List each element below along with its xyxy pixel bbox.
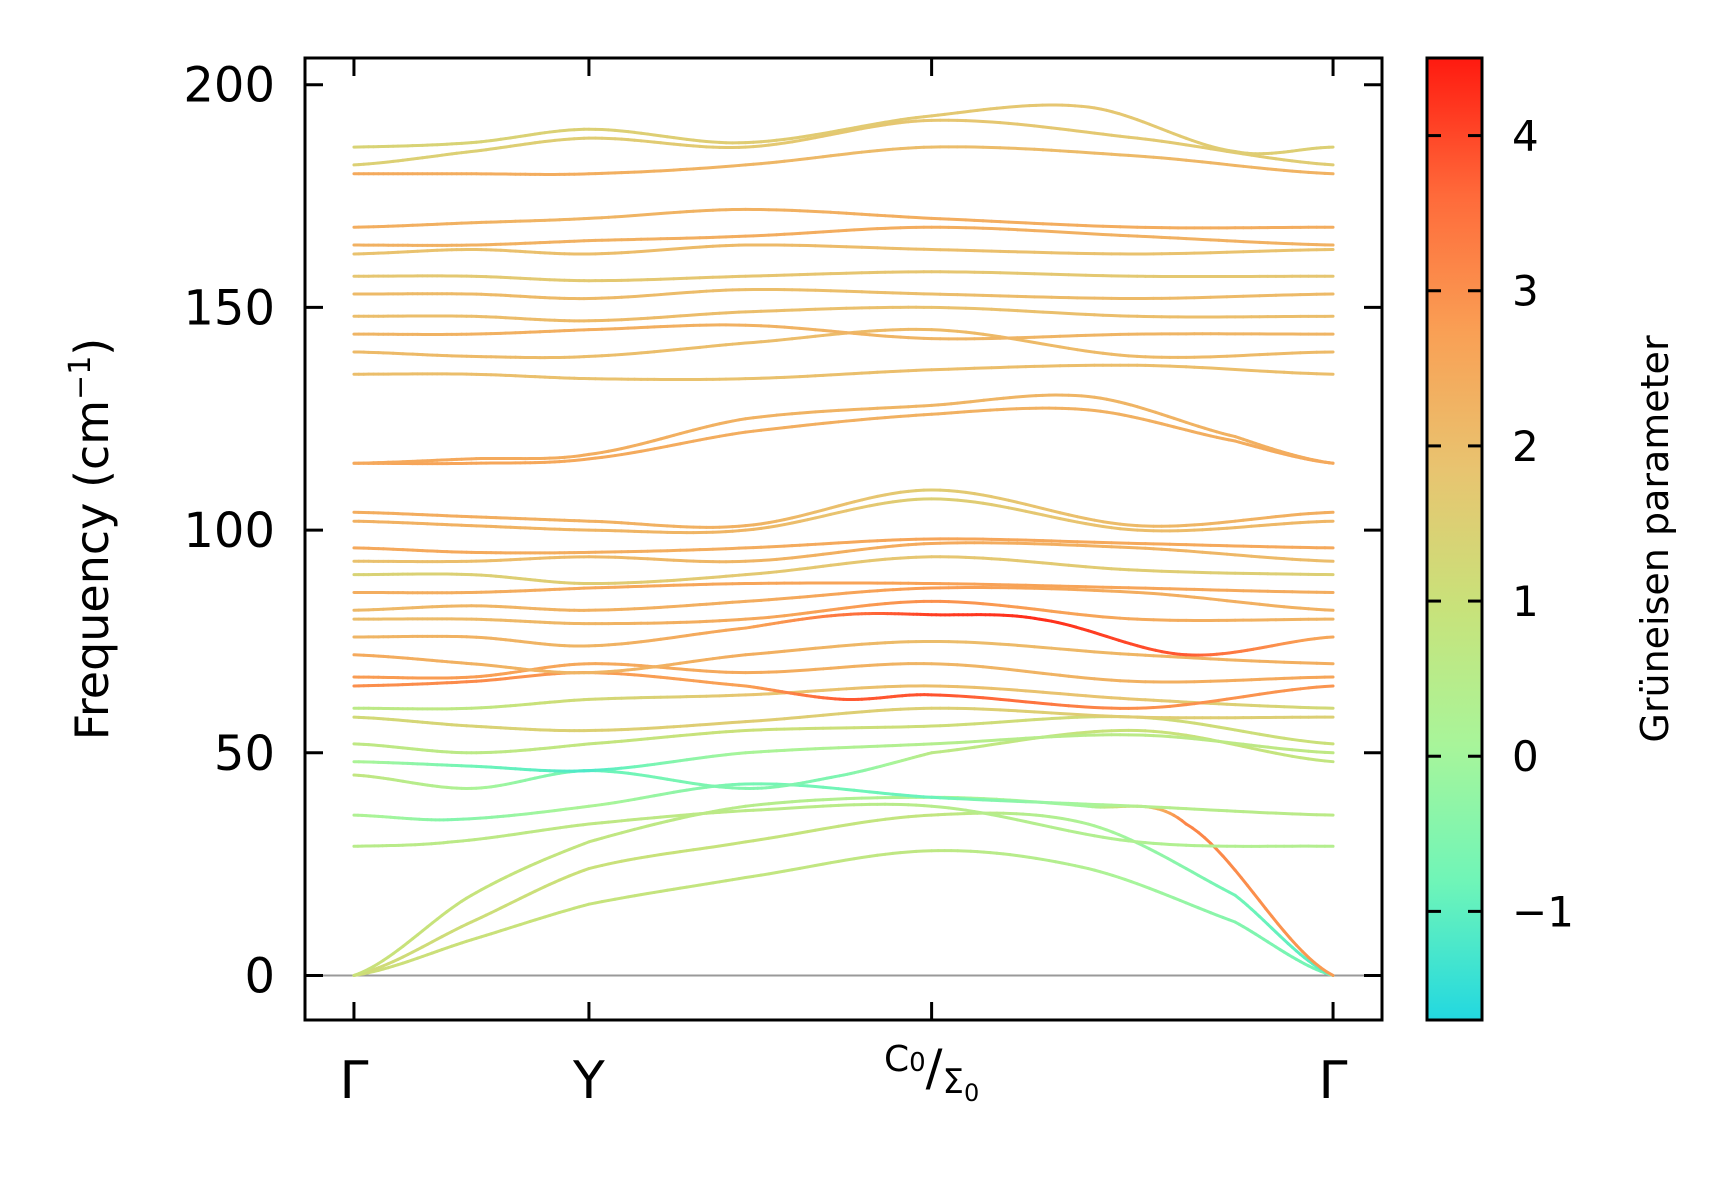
bands-layer (352, 103, 1335, 977)
band-19 (352, 541, 1335, 564)
band-segment (1245, 883, 1255, 895)
band-26 (352, 327, 1335, 360)
band-1 (352, 849, 1335, 977)
band-segment (1258, 899, 1268, 911)
band-segment (1239, 876, 1249, 887)
band-12 (352, 662, 1335, 684)
band-11 (352, 671, 1335, 710)
band-23 (352, 406, 1335, 466)
band-segment (1251, 891, 1262, 903)
band-31 (352, 243, 1335, 256)
band-4 (352, 802, 1335, 848)
band-segment (1323, 741, 1335, 746)
band-25 (352, 363, 1335, 382)
band-segment (1323, 759, 1335, 764)
band-9 (352, 706, 1335, 733)
band-segment (1233, 868, 1243, 880)
band-7 (352, 733, 1335, 773)
band-segment (1288, 936, 1298, 947)
band-segment (1323, 684, 1335, 688)
band-18 (352, 555, 1335, 586)
band-27 (352, 323, 1335, 341)
band-28 (352, 305, 1335, 323)
band-15 (352, 599, 1335, 626)
band-21 (352, 497, 1335, 535)
band-segment (1327, 461, 1335, 465)
band-22 (352, 488, 1335, 529)
band-segment (1325, 970, 1335, 977)
band-30 (352, 270, 1335, 283)
band-segment (1270, 914, 1280, 926)
band-29 (352, 288, 1335, 301)
band-16 (352, 586, 1335, 612)
band-24 (352, 393, 1335, 465)
band-13 (352, 639, 1335, 675)
band-2 (352, 811, 1335, 977)
band-segment (1221, 854, 1231, 865)
band-32 (352, 225, 1335, 247)
band-14 (352, 612, 1335, 657)
band-5 (352, 782, 1335, 822)
band-segment (1227, 861, 1237, 872)
band-17 (352, 581, 1335, 595)
band-segment (1282, 929, 1292, 940)
band-6 (352, 728, 1335, 790)
band-8 (352, 715, 1335, 755)
band-segment (1264, 907, 1274, 918)
band-33 (352, 207, 1335, 230)
band-segment (1276, 922, 1286, 933)
band-10 (352, 684, 1335, 711)
band-20 (352, 537, 1335, 555)
